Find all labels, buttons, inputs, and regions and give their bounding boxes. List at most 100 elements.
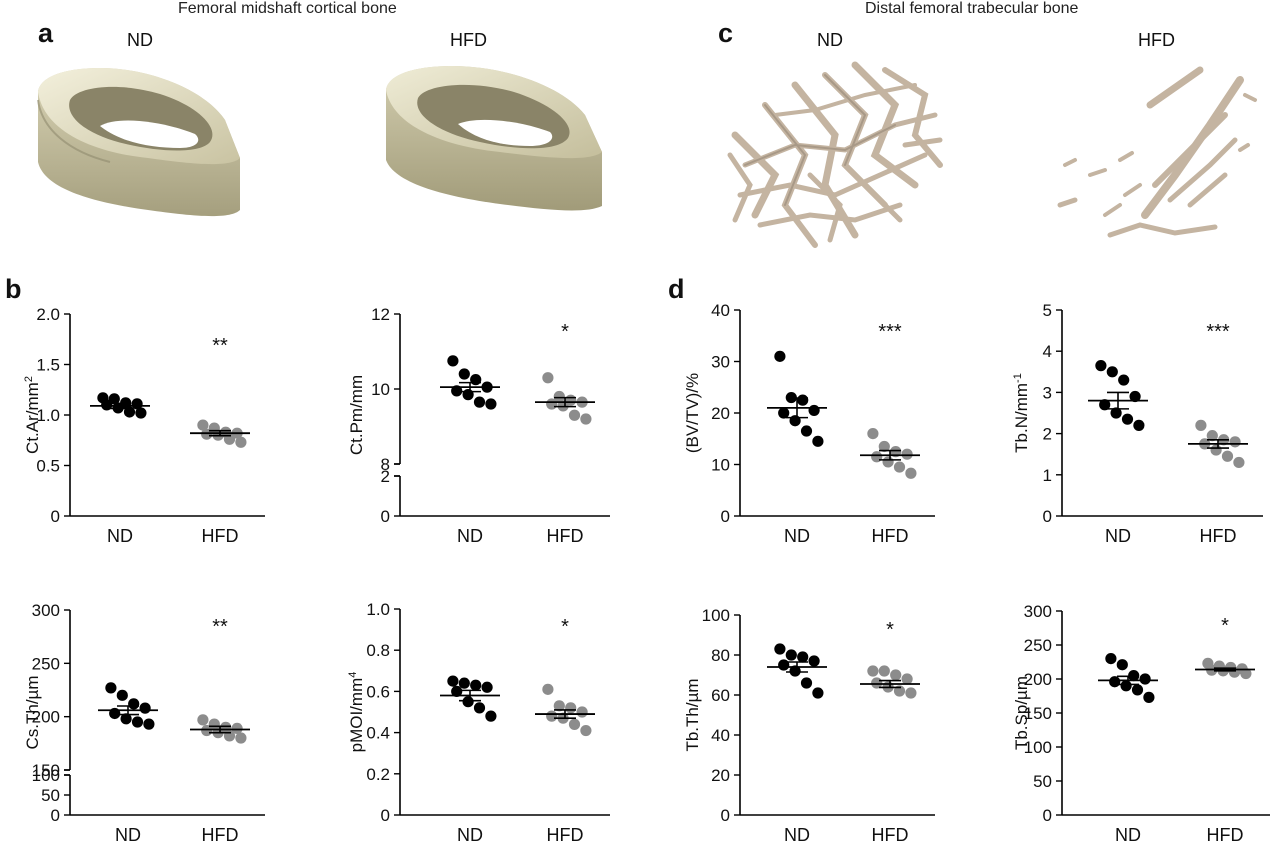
y-tick-label: 0.5 (36, 457, 60, 476)
x-category-label: HFD (202, 825, 239, 843)
y-tick-label: 250 (32, 654, 60, 673)
data-point-nd (789, 665, 801, 677)
data-point-hfd (568, 718, 581, 730)
y-tick-label: 8 (381, 455, 390, 474)
x-category-label: ND (1105, 526, 1131, 546)
data-point-nd (458, 368, 470, 380)
data-point-nd (462, 696, 474, 708)
data-point-nd (1095, 360, 1107, 372)
y-tick-label: 2 (381, 467, 390, 486)
y-tick-label: 0.6 (366, 682, 390, 701)
y-tick-label: 200 (32, 708, 60, 727)
data-point-nd (139, 702, 151, 714)
significance-label: ** (212, 335, 228, 357)
x-category-label: HFD (547, 825, 584, 843)
trabecular-bone-render-nd (727, 61, 943, 248)
data-point-nd (1139, 673, 1151, 685)
data-point-nd (108, 393, 120, 405)
y-tick-label: 250 (1024, 636, 1052, 655)
x-category-label: ND (784, 526, 810, 546)
y-tick-label: 12 (371, 305, 390, 324)
data-point-nd (481, 681, 493, 693)
data-point-nd (462, 389, 474, 401)
panel-letter-c: c (718, 18, 734, 48)
data-point-hfd (565, 702, 577, 714)
y-tick-label: 150 (1024, 704, 1052, 723)
data-point-hfd (893, 461, 906, 473)
render-label-nd-cortical: ND (127, 30, 153, 50)
data-point-hfd (867, 428, 879, 440)
data-point-nd (1106, 366, 1118, 378)
data-point-nd (797, 651, 809, 663)
data-point-nd (778, 659, 790, 671)
significance-label: ** (212, 616, 228, 638)
data-point-nd (116, 689, 128, 701)
data-point-hfd (901, 673, 913, 685)
section-a-title: Femoral midshaft cortical bone (178, 0, 397, 17)
y-axis-label: Ct.Ar/mm2 (23, 376, 42, 454)
y-tick-label: 1.0 (36, 406, 60, 425)
y-tick-label: 0 (381, 507, 390, 526)
y-tick-label: 1.0 (366, 600, 390, 619)
y-tick-label: 0 (381, 806, 390, 825)
chart-ct-ar: 0 0.5 1.0 1.5 2.0 Ct.Ar/mm2 ND HFD ** (23, 305, 265, 546)
y-tick-label: 1 (1043, 466, 1052, 485)
chart-bv-tv: 0 10 20 30 40 (BV/TV)/% ND HFD *** (683, 301, 935, 546)
x-category-label: ND (1115, 825, 1141, 843)
data-point-hfd (553, 390, 565, 403)
data-point-nd (808, 655, 820, 667)
data-point-nd (451, 385, 463, 397)
data-point-nd (774, 643, 786, 655)
data-point-nd (485, 710, 497, 722)
data-point-nd (1109, 676, 1121, 688)
x-category-label: ND (107, 526, 133, 546)
data-point-hfd (901, 448, 913, 460)
y-tick-label: 60 (711, 686, 730, 705)
y-tick-label: 0 (721, 806, 730, 825)
chart-tb-th: 0 20 40 60 80 100 Tb.Th/µm ND HFD * (683, 606, 935, 843)
x-category-label: ND (115, 825, 141, 843)
significance-label: * (886, 619, 894, 641)
data-point-nd (473, 702, 486, 714)
significance-label: *** (1206, 321, 1230, 343)
y-tick-label: 0 (721, 507, 730, 526)
y-tick-label: 20 (711, 766, 730, 785)
data-point-nd (447, 355, 459, 367)
data-point-hfd (235, 732, 247, 744)
data-point-hfd (235, 436, 247, 448)
data-point-nd (470, 679, 482, 691)
y-tick-label: 30 (711, 353, 730, 372)
y-tick-label: 10 (711, 456, 730, 475)
y-axis-label: Tb.N/mm-1 (1012, 373, 1031, 453)
x-category-label: ND (784, 825, 810, 843)
trabecular-bone-render-hfd (1057, 66, 1257, 238)
data-point-nd (808, 404, 820, 417)
significance-label: * (561, 321, 569, 343)
data-point-nd (1143, 691, 1155, 703)
data-point-nd (797, 394, 809, 406)
data-point-hfd (1195, 419, 1207, 431)
data-point-nd (1129, 390, 1141, 403)
data-point-hfd (1210, 444, 1222, 456)
y-tick-label: 100 (1024, 738, 1052, 757)
data-point-nd (1105, 653, 1117, 665)
data-point-nd (1131, 684, 1144, 696)
data-point-hfd (871, 451, 883, 463)
data-point-nd (451, 685, 463, 698)
y-axis-label: (BV/TV)/% (683, 373, 702, 453)
data-point-nd (1118, 374, 1130, 386)
chart-pmoi: 0 0.2 0.4 0.6 0.8 1.0 pMOI/mm4 ND HFD * (347, 600, 610, 843)
data-point-nd (1116, 659, 1128, 671)
data-point-nd (789, 415, 801, 427)
significance-label: * (561, 616, 569, 638)
data-point-hfd (553, 700, 565, 712)
data-point-nd (105, 682, 117, 694)
data-point-nd (800, 677, 813, 689)
y-tick-label: 0 (1043, 806, 1052, 825)
data-point-hfd (1233, 456, 1245, 469)
y-axis-label: pMOI/mm4 (347, 672, 366, 753)
y-tick-label: 100 (32, 766, 60, 785)
render-label-nd-trabecular: ND (817, 30, 843, 50)
